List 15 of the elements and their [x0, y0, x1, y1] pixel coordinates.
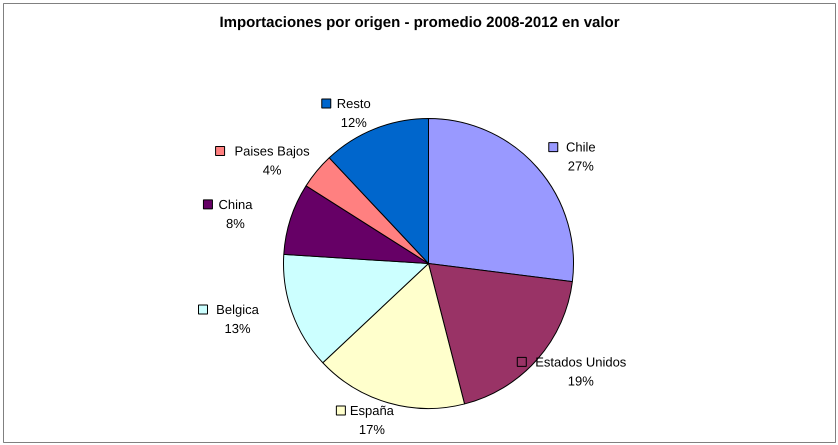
data-label: 19%: [568, 373, 594, 388]
legend-label: Estados Unidos: [535, 354, 627, 370]
data-label: 4%: [262, 162, 282, 178]
chart-title: Importaciones por origen - promedio 2008-2012 en valor: [219, 14, 620, 31]
data-label: 12%: [340, 115, 368, 130]
data-label: 27%: [568, 158, 594, 174]
legend-label: España: [350, 402, 395, 418]
legend-label: Belgica: [216, 302, 260, 318]
legend-label: Paises Bajos: [234, 143, 310, 158]
legend-label: China: [218, 196, 254, 212]
legend-label: Resto: [336, 96, 371, 112]
data-label: 8%: [226, 216, 246, 231]
data-label: 13%: [224, 321, 251, 336]
data-label: 17%: [358, 422, 386, 437]
legend-label: Chile: [566, 140, 596, 155]
